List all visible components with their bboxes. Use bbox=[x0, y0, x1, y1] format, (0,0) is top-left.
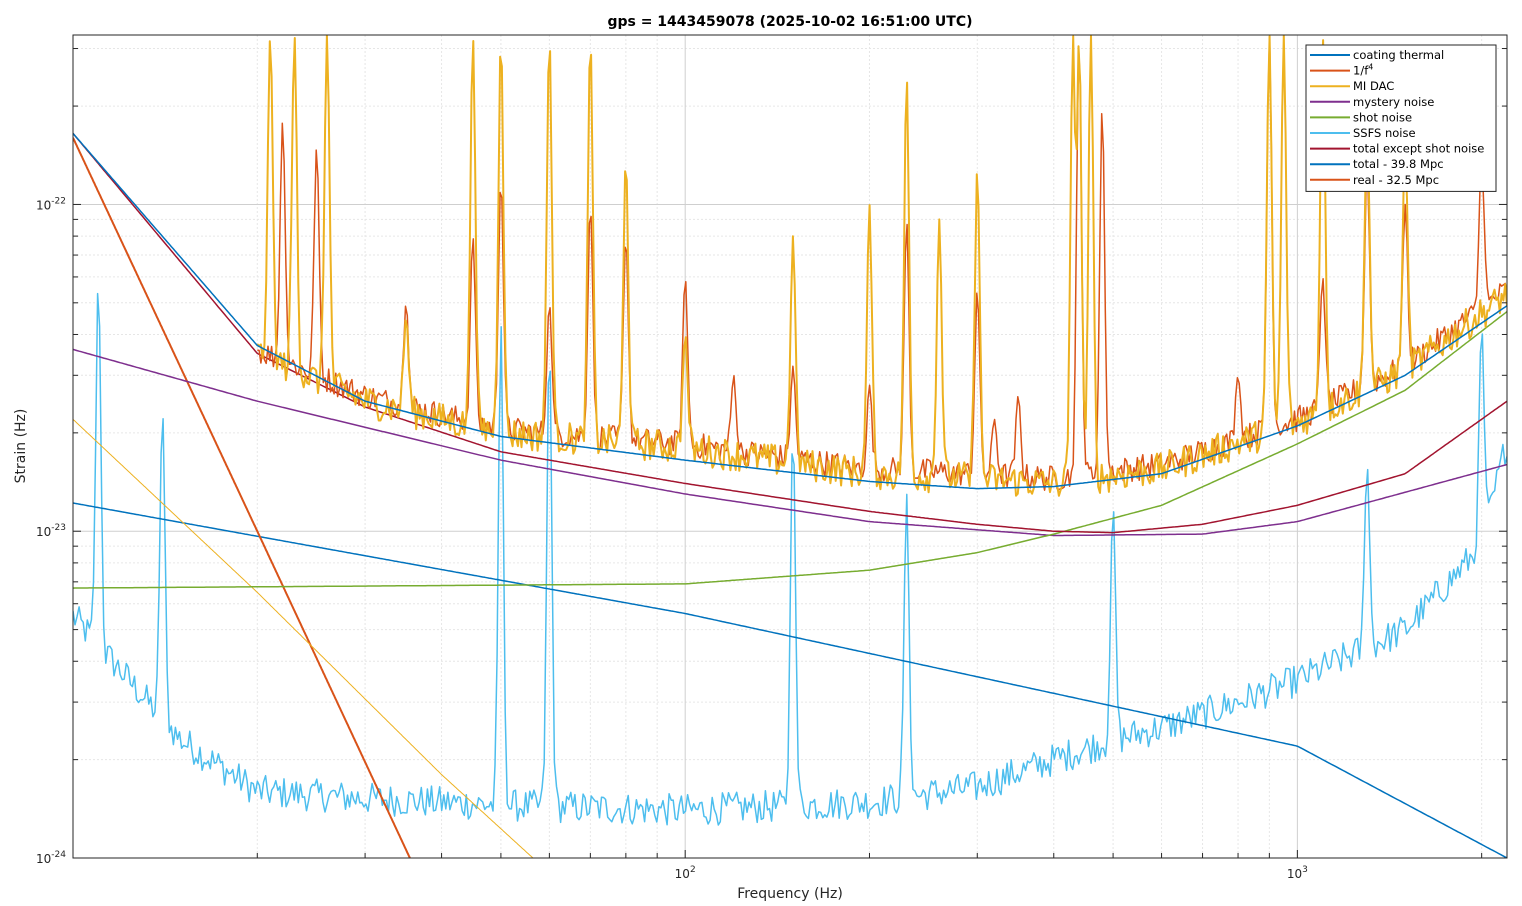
series-line-mi-dac bbox=[73, 418, 534, 858]
legend-entry-label: 1/f4 bbox=[1353, 63, 1373, 78]
series-line-total-39-8-mpc bbox=[73, 132, 1507, 490]
series-line-total-except-shot-noise bbox=[73, 132, 1507, 534]
legend-entry-label: total except shot noise bbox=[1353, 142, 1484, 156]
x-tick-labels: 102 103 bbox=[675, 865, 1308, 881]
y-tick-label: 10-23 bbox=[36, 523, 66, 539]
legend-entry-label: total - 39.8 Mpc bbox=[1353, 157, 1444, 171]
x-tick-label: 103 bbox=[1287, 865, 1308, 881]
series-line-1-f bbox=[73, 137, 412, 858]
legend-entry-label: coating thermal bbox=[1353, 48, 1444, 62]
legend-entry-label: MI DAC bbox=[1353, 79, 1394, 93]
series-line-mystery-noise bbox=[73, 348, 1507, 537]
series-line-shot-noise bbox=[73, 311, 1507, 589]
x-axis-label: Frequency (Hz) bbox=[737, 886, 843, 902]
y-tick-label: 10-24 bbox=[36, 850, 66, 866]
series-line-mi-dac-measured bbox=[256, 35, 1507, 497]
tick-marks bbox=[72, 48, 1507, 859]
legend-entry-label: mystery noise bbox=[1353, 95, 1434, 109]
x-tick-label: 102 bbox=[675, 865, 696, 881]
legend-entry-label: real - 32.5 Mpc bbox=[1353, 173, 1439, 187]
axes-box bbox=[72, 34, 1508, 859]
legend-entry-label: shot noise bbox=[1353, 110, 1412, 124]
series-line-ssfs-noise bbox=[73, 292, 1507, 826]
y-tick-labels: 10-24 10-23 10-22 bbox=[36, 196, 66, 866]
y-tick-label: 10-22 bbox=[36, 196, 66, 212]
plot-area bbox=[72, 34, 1508, 859]
series-line-coating-thermal bbox=[73, 502, 1507, 858]
y-axis-label: Strain (Hz) bbox=[13, 409, 29, 484]
chart-title: gps = 1443459078 (2025-10-02 16:51:00 UT… bbox=[607, 14, 972, 30]
series-layer bbox=[73, 35, 1507, 858]
legend-entry-label: SSFS noise bbox=[1353, 126, 1416, 140]
